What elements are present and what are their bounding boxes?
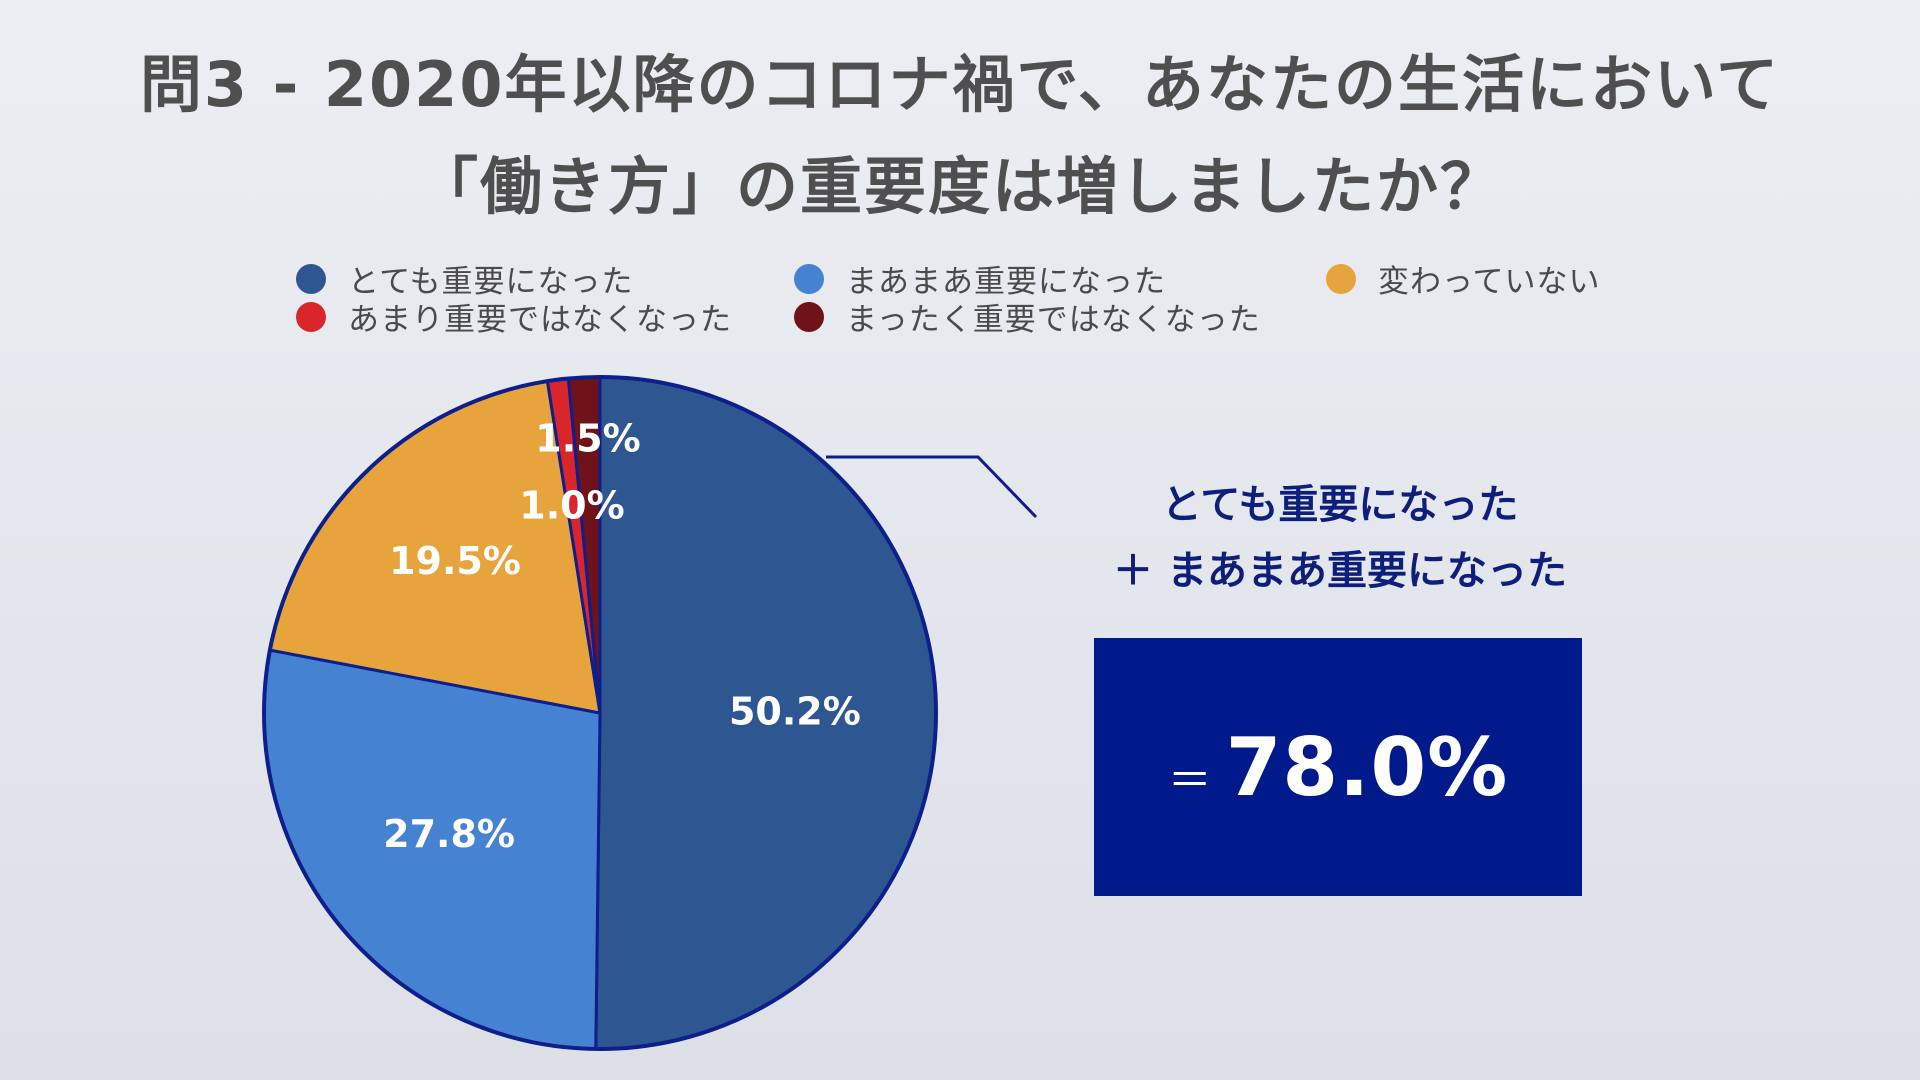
legend-label: まったく重要ではなくなった xyxy=(846,302,1261,338)
pie-label-unchanged: 19.5% xyxy=(389,539,521,583)
legend-item-very-important: とても重要になった xyxy=(296,256,634,301)
legend-swatch xyxy=(794,263,824,294)
pie-label-very-important: 50.2% xyxy=(729,690,861,734)
pie-label-not-important-at-all: 1.5% xyxy=(535,417,640,461)
legend-swatch xyxy=(794,301,824,332)
legend-item-not-important-at-all: まったく重要ではなくなった xyxy=(794,294,1261,339)
summary-caption-line-1: とても重要になった xyxy=(1161,482,1519,528)
legend-item-unchanged: 変わっていない xyxy=(1326,256,1600,301)
legend-label: まあまあ重要になった xyxy=(846,264,1166,300)
summary-equals-sign: ＝ xyxy=(1167,755,1212,806)
callout-connector-line xyxy=(826,455,1038,519)
pie-label-less-important: 1.0% xyxy=(519,484,624,528)
summary-caption-line-2: ＋ まあまあ重要になった xyxy=(1113,548,1567,594)
title-line-2: 「働き方」の重要度は増しましたか？ xyxy=(415,150,1504,223)
summary-total-box: ＝ 78.0% xyxy=(1094,638,1582,896)
pie-outline xyxy=(262,375,938,1051)
legend-swatch xyxy=(296,301,326,332)
chart-title: 問3 - 2020年以降のコロナ禍で、あなたの生活において 「働き方」の重要度は… xyxy=(0,34,1920,238)
legend-item-somewhat-important: まあまあ重要になった xyxy=(794,256,1166,301)
legend: とても重要になった まあまあ重要になった 変わっていない あまり重要ではなくなっ… xyxy=(296,256,1696,339)
legend-label: 変わっていない xyxy=(1378,264,1601,300)
legend-label: とても重要になった xyxy=(348,264,634,300)
legend-item-less-important: あまり重要ではなくなった xyxy=(296,294,732,339)
legend-swatch xyxy=(1326,263,1356,294)
legend-swatch xyxy=(296,263,326,294)
pie-label-somewhat-important: 27.8% xyxy=(383,812,515,856)
title-line-1: 問3 - 2020年以降のコロナ禍で、あなたの生活において xyxy=(139,48,1781,121)
summary-total-value: 78.0% xyxy=(1225,720,1509,814)
legend-label: あまり重要ではなくなった xyxy=(348,302,732,338)
summary-caption: とても重要になった ＋ まあまあ重要になった xyxy=(1060,472,1620,604)
